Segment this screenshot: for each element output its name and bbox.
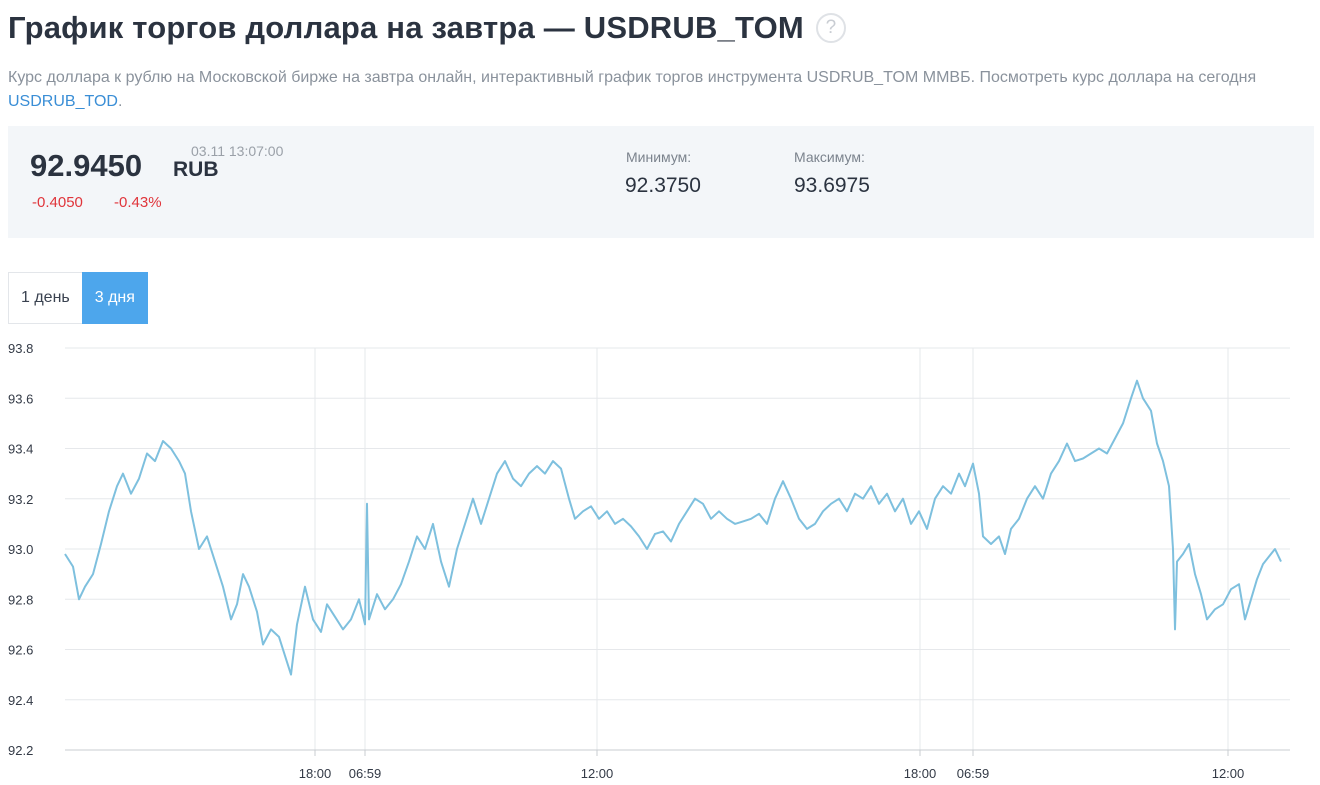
min-value: 92.3750	[625, 174, 701, 197]
tab-3-days[interactable]: 3 дня	[81, 272, 148, 324]
x-tick-label: 06:59	[349, 766, 382, 781]
y-tick-label: 92.2	[8, 743, 33, 758]
tab-1-day[interactable]: 1 день	[8, 272, 82, 324]
x-tick-label: 18:00	[299, 766, 332, 781]
price-chart[interactable]: 93.8 93.6 93.4 93.2 93.0 92.8 92.6 92.4 92.2 18:0…	[0, 330, 1320, 785]
price-series-line	[64, 379, 1282, 676]
page-description: Курс доллара к рублю на Московской бирже…	[8, 66, 1298, 114]
period-tabs: 1 день 3 дня	[8, 272, 148, 324]
y-tick-label: 93.6	[8, 391, 33, 406]
change-absolute: -0.4050	[32, 194, 83, 211]
y-tick-label: 92.6	[8, 643, 33, 658]
y-tick-label: 92.8	[8, 592, 33, 607]
y-tick-label: 93.0	[8, 542, 33, 557]
description-text: Курс доллара к рублю на Московской бирже…	[8, 69, 1257, 86]
quote-panel: 92.9450 RUB 03.11 13:07:00 -0.4050 -0.43…	[8, 126, 1314, 238]
quote-timestamp: 03.11 13:07:00	[191, 143, 284, 159]
y-tick-label: 92.4	[8, 693, 33, 708]
change-percent: -0.43%	[114, 194, 162, 211]
max-label: Максимум:	[794, 149, 865, 165]
x-tick-label: 06:59	[957, 766, 990, 781]
x-tick-label: 18:00	[904, 766, 937, 781]
usdrub-tod-link[interactable]: USDRUB_TOD	[8, 93, 118, 110]
x-tick-label: 12:00	[1212, 766, 1245, 781]
y-tick-label: 93.8	[8, 341, 33, 356]
x-tick-label: 12:00	[581, 766, 614, 781]
description-end: .	[117, 93, 123, 110]
title-row: График торгов доллара на завтра — USDRUB…	[8, 10, 846, 46]
current-price: 92.9450	[30, 148, 143, 183]
currency-label: RUB	[173, 158, 219, 181]
y-tick-label: 93.4	[8, 442, 33, 457]
y-tick-label: 93.2	[8, 492, 33, 507]
min-label: Минимум:	[626, 149, 692, 165]
page-title: График торгов доллара на завтра — USDRUB…	[8, 10, 804, 45]
max-value: 93.6975	[794, 174, 870, 197]
help-icon[interactable]: ?	[815, 13, 846, 43]
